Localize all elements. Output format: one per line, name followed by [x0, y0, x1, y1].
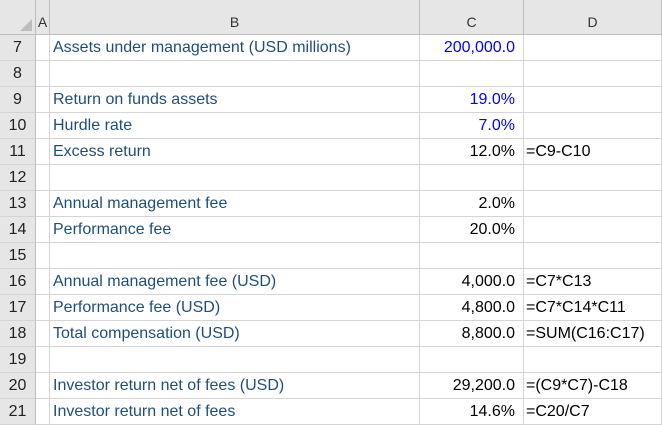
- cell-a[interactable]: [36, 373, 50, 399]
- cell-b-label[interactable]: [50, 165, 420, 191]
- row-header[interactable]: 17: [0, 295, 36, 321]
- row-header[interactable]: 12: [0, 165, 36, 191]
- cell-d-formula[interactable]: [524, 87, 662, 113]
- cell-a[interactable]: [36, 295, 50, 321]
- column-header-d[interactable]: D: [524, 0, 662, 35]
- cell-b-label[interactable]: [50, 243, 420, 269]
- cell-c-value[interactable]: 7.0%: [420, 113, 524, 139]
- column-header-c[interactable]: C: [420, 0, 524, 35]
- cell-b-label[interactable]: Performance fee: [50, 217, 420, 243]
- cell-c-value[interactable]: 29,200.0: [420, 373, 524, 399]
- cell-c-value[interactable]: 14.6%: [420, 399, 524, 425]
- column-header-a[interactable]: A: [36, 0, 50, 35]
- cell-a[interactable]: [36, 87, 50, 113]
- cell-b-label[interactable]: Assets under management (USD millions): [50, 35, 420, 61]
- cell-d-formula[interactable]: =C20/C7: [524, 399, 662, 425]
- cell-a[interactable]: [36, 61, 50, 87]
- cell-c-value[interactable]: [420, 243, 524, 269]
- cell-d-formula[interactable]: [524, 347, 662, 373]
- cell-b-label[interactable]: [50, 61, 420, 87]
- cell-a[interactable]: [36, 321, 50, 347]
- cell-d-formula[interactable]: [524, 165, 662, 191]
- cell-b-label[interactable]: Investor return net of fees: [50, 399, 420, 425]
- row-header[interactable]: 16: [0, 269, 36, 295]
- cell-d-formula[interactable]: [524, 243, 662, 269]
- cell-b-label[interactable]: Annual management fee (USD): [50, 269, 420, 295]
- cell-a[interactable]: [36, 399, 50, 425]
- cell-c-value[interactable]: [420, 165, 524, 191]
- cell-a[interactable]: [36, 165, 50, 191]
- cell-c-value[interactable]: 19.0%: [420, 87, 524, 113]
- row-header[interactable]: 10: [0, 113, 36, 139]
- row-header[interactable]: 13: [0, 191, 36, 217]
- cell-c-value[interactable]: 20.0%: [420, 217, 524, 243]
- select-all-triangle-icon: [20, 19, 32, 31]
- cell-a[interactable]: [36, 139, 50, 165]
- cell-d-formula[interactable]: [524, 61, 662, 87]
- row-header[interactable]: 9: [0, 87, 36, 113]
- row-header[interactable]: 14: [0, 217, 36, 243]
- cell-c-value[interactable]: 8,800.0: [420, 321, 524, 347]
- cell-b-label[interactable]: Investor return net of fees (USD): [50, 373, 420, 399]
- row-header[interactable]: 11: [0, 139, 36, 165]
- cell-a[interactable]: [36, 113, 50, 139]
- cell-a[interactable]: [36, 191, 50, 217]
- cell-d-formula[interactable]: =SUM(C16:C17): [524, 321, 662, 347]
- cell-d-formula[interactable]: =C7*C13: [524, 269, 662, 295]
- cell-d-formula[interactable]: =(C9*C7)-C18: [524, 373, 662, 399]
- row-header[interactable]: 20: [0, 373, 36, 399]
- cell-b-label[interactable]: Hurdle rate: [50, 113, 420, 139]
- cell-b-label[interactable]: Performance fee (USD): [50, 295, 420, 321]
- select-all-corner[interactable]: [0, 0, 36, 35]
- cell-a[interactable]: [36, 269, 50, 295]
- cell-d-formula[interactable]: [524, 217, 662, 243]
- cell-a[interactable]: [36, 243, 50, 269]
- row-header[interactable]: 18: [0, 321, 36, 347]
- row-header[interactable]: 15: [0, 243, 36, 269]
- column-header-b[interactable]: B: [50, 0, 420, 35]
- cell-c-value[interactable]: [420, 347, 524, 373]
- cell-a[interactable]: [36, 217, 50, 243]
- cell-c-value[interactable]: 200,000.0: [420, 35, 524, 61]
- cell-d-formula[interactable]: [524, 113, 662, 139]
- column-header-row: A B C D: [0, 0, 662, 35]
- cell-b-label[interactable]: [50, 347, 420, 373]
- cell-b-label[interactable]: Return on funds assets: [50, 87, 420, 113]
- cell-c-value[interactable]: 12.0%: [420, 139, 524, 165]
- cell-d-formula[interactable]: [524, 191, 662, 217]
- cell-b-label[interactable]: Annual management fee: [50, 191, 420, 217]
- row-header[interactable]: 7: [0, 35, 36, 61]
- cell-b-label[interactable]: Excess return: [50, 139, 420, 165]
- cell-a[interactable]: [36, 347, 50, 373]
- cell-d-formula[interactable]: =C9-C10: [524, 139, 662, 165]
- row-header[interactable]: 21: [0, 399, 36, 425]
- cell-c-value[interactable]: 4,800.0: [420, 295, 524, 321]
- cell-b-label[interactable]: Total compensation (USD): [50, 321, 420, 347]
- cell-c-value[interactable]: 2.0%: [420, 191, 524, 217]
- cell-d-formula[interactable]: [524, 35, 662, 61]
- cell-a[interactable]: [36, 35, 50, 61]
- row-header[interactable]: 19: [0, 347, 36, 373]
- cell-c-value[interactable]: 4,000.0: [420, 269, 524, 295]
- row-header[interactable]: 8: [0, 61, 36, 87]
- cell-c-value[interactable]: [420, 61, 524, 87]
- cell-d-formula[interactable]: =C7*C14*C11: [524, 295, 662, 321]
